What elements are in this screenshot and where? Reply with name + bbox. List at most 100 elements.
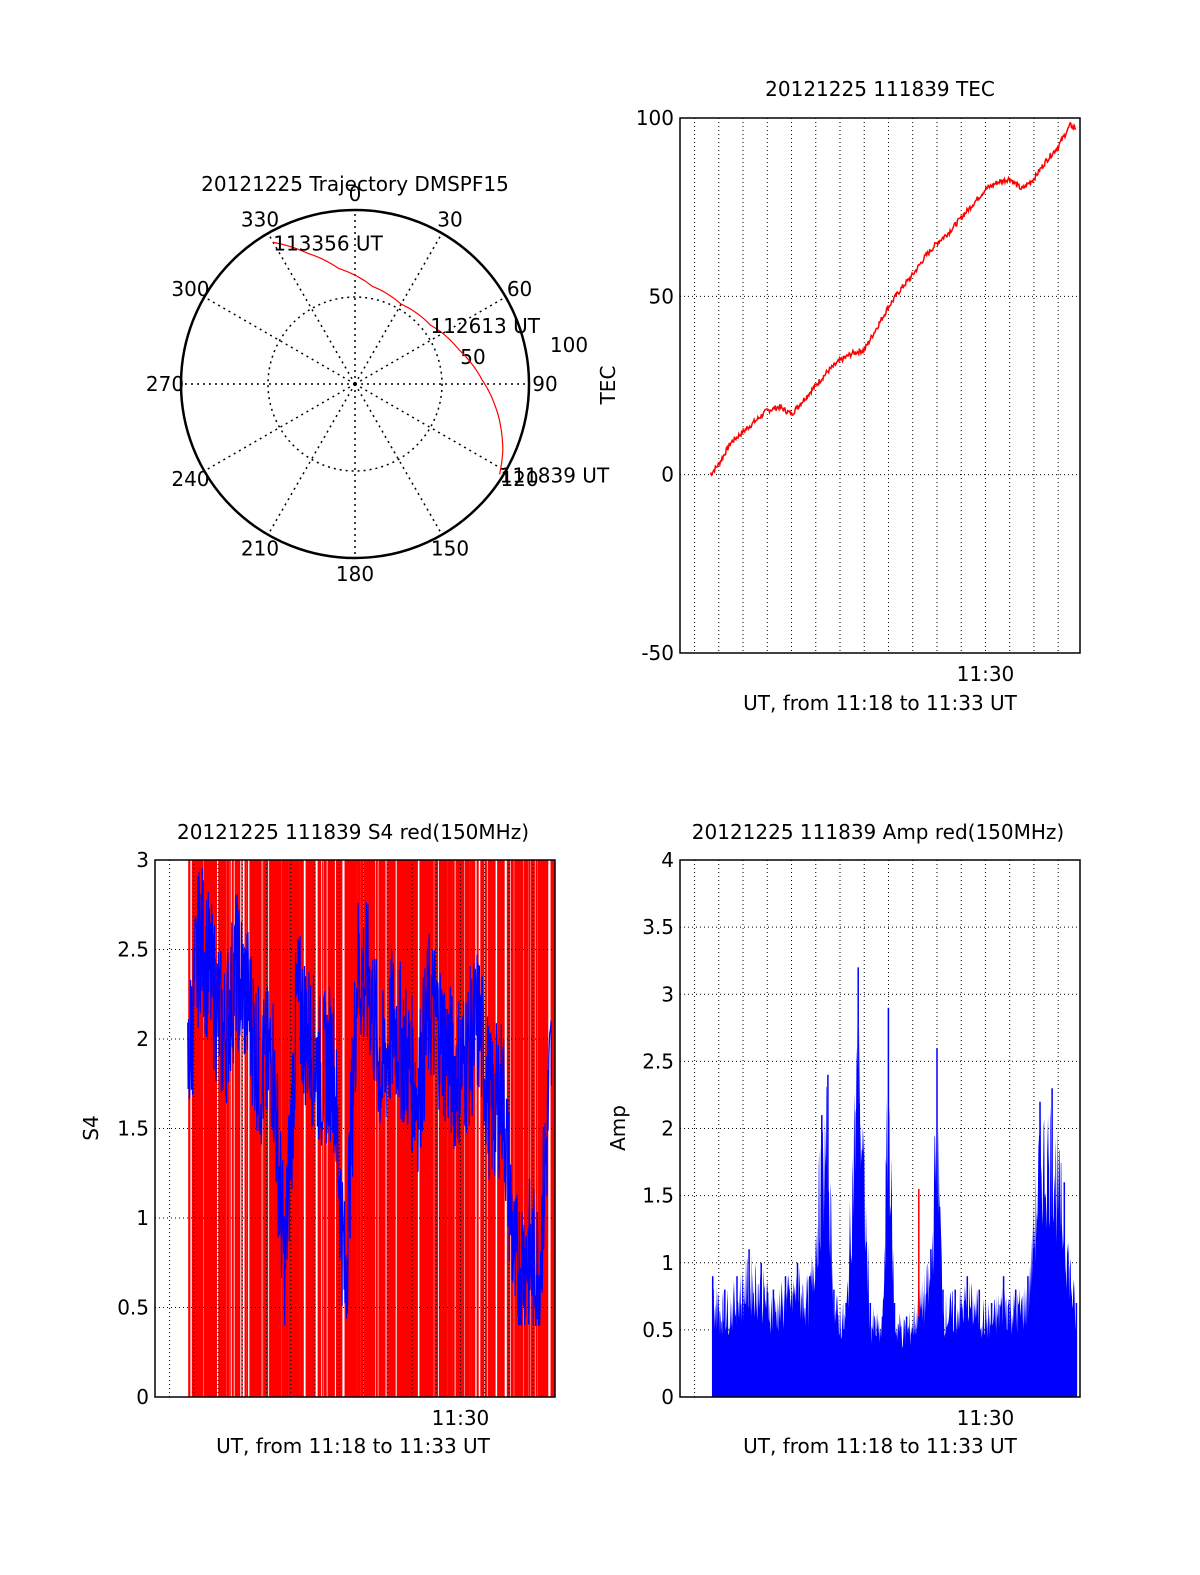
s4-red-bar (399, 860, 404, 1397)
tec-y-tick-label: 50 (649, 284, 674, 308)
s4-red-bar (361, 860, 364, 1397)
s4-red-bar (428, 860, 431, 1397)
s4-y-tick-label: 3 (136, 848, 149, 872)
s4-red-bar (311, 860, 316, 1397)
s4-red-bar (327, 860, 331, 1397)
amp-y-tick-label: 2 (661, 1117, 674, 1141)
tec-x-axis-label: UT, from 11:18 to 11:33 UT (743, 691, 1018, 715)
amp-y-tick-label: 1 (661, 1251, 674, 1275)
s4-red-bar (550, 860, 555, 1397)
s4-red-bar (471, 860, 476, 1397)
amp-y-tick-label: 0.5 (642, 1318, 674, 1342)
trajectory-title: 20121225 Trajectory DMSPF15 (201, 172, 509, 196)
s4-red-bar (436, 860, 438, 1397)
s4-red-bar (355, 860, 358, 1397)
tec-grid (680, 117, 1080, 654)
s4-red-bar (340, 860, 343, 1397)
s4-red-bar (207, 860, 212, 1397)
polar-spoke (354, 383, 507, 472)
s4-title: 20121225 111839 S4 red(150MHz) (177, 820, 529, 844)
tec-x-tick-labels: 11:30 (957, 662, 1015, 686)
tec-y-axis-label: TEC (596, 366, 620, 406)
s4-red-bar (523, 860, 527, 1397)
s4-red-bar (520, 860, 523, 1397)
polar-angle-label: 120 (500, 467, 538, 491)
s4-red-bar (447, 860, 453, 1397)
trajectory-polar-plot: 20121225 Trajectory DMSPF15 0 30 60 90 120 15… (146, 172, 610, 586)
polar-spoke (354, 383, 443, 536)
s4-red-bar (284, 860, 287, 1397)
s4-red-bar (440, 860, 442, 1397)
tec-axes-frame (679, 117, 1081, 654)
s4-red-bar (459, 860, 464, 1397)
polar-angle-label: 330 (241, 207, 279, 231)
polar-inner-ring (267, 296, 443, 472)
s4-red-bar (200, 860, 203, 1397)
tec-series-line (709, 121, 1077, 477)
s4-red-bar (385, 860, 387, 1397)
amp-x-tick-labels: 11:30 (957, 1406, 1015, 1430)
s4-red-bar (528, 860, 531, 1397)
polar-angle-label: 180 (336, 562, 374, 586)
amp-y-tick-label: 3 (661, 982, 674, 1006)
s4-red-bar (476, 860, 479, 1397)
polar-spoke (354, 232, 443, 385)
amp-plot: 20121225 111839 Amp red(150MHz) 0 0.5 1 1.5… (606, 820, 1081, 1458)
polar-angle-label: 60 (507, 277, 532, 301)
s4-red-bar (294, 860, 299, 1397)
polar-outer-ring (179, 208, 531, 560)
s4-red-bar (263, 860, 267, 1397)
s4-red-bar (344, 860, 347, 1397)
s4-red-bar (491, 860, 495, 1397)
s4-red-bar (292, 860, 297, 1397)
s4-x-tick-label: 11:30 (432, 1406, 490, 1430)
s4-plot: 20121225 111839 S4 red(150MHz) 0 0.5 1 1.5 2… (79, 820, 556, 1458)
s4-blue-series (187, 867, 552, 1326)
s4-red-bar (481, 860, 485, 1397)
s4-y-tick-label: 2 (136, 1027, 149, 1051)
s4-red-bar (392, 860, 395, 1397)
s4-red-bar (383, 860, 385, 1397)
s4-x-axis-label: UT, from 11:18 to 11:33 UT (216, 1434, 491, 1458)
s4-red-bar (423, 860, 428, 1397)
s4-red-bar (525, 860, 529, 1397)
polar-spoke (203, 296, 356, 385)
polar-angle-labels: 0 30 60 90 120 150 180 210 240 270 300 330 (146, 182, 558, 586)
s4-red-bar (188, 860, 191, 1397)
s4-red-bar (229, 860, 231, 1397)
s4-red-bar (409, 860, 413, 1397)
amp-x-axis-label: UT, from 11:18 to 11:33 UT (743, 1434, 1018, 1458)
amp-title: 20121225 111839 Amp red(150MHz) (692, 820, 1064, 844)
amp-y-tick-label: 0 (661, 1385, 674, 1409)
s4-red-bar (444, 860, 448, 1397)
s4-red-bar (396, 860, 401, 1397)
s4-red-bar (469, 860, 472, 1397)
s4-red-bar (365, 860, 368, 1397)
s4-red-bar (363, 860, 366, 1397)
s4-red-bar (442, 860, 447, 1397)
amp-y-tick-label: 2.5 (642, 1049, 674, 1073)
tec-y-tick-labels: -50 0 50 100 (636, 106, 674, 665)
tec-title: 20121225 111839 TEC (765, 77, 995, 101)
s4-y-tick-label: 1 (136, 1206, 149, 1230)
s4-red-bar (515, 860, 518, 1397)
amp-y-tick-label: 4 (661, 848, 674, 872)
s4-red-bar (474, 860, 476, 1397)
s4-red-bar (387, 860, 391, 1397)
tec-y-tick-label: -50 (641, 641, 674, 665)
polar-angle-label: 270 (146, 372, 184, 396)
s4-red-bar (231, 860, 234, 1397)
s4-red-bar (255, 860, 261, 1397)
trajectory-annotations: 113356 UT 112613 UT 111839 UT (273, 231, 610, 487)
polar-angle-label: 150 (431, 537, 469, 561)
s4-red-bar (252, 860, 255, 1397)
polar-angle-label: 30 (437, 207, 462, 231)
polar-angle-label: 90 (532, 372, 557, 396)
polar-spoke (203, 383, 356, 472)
trajectory-time-label: 111839 UT (500, 463, 610, 487)
amp-y-tick-label: 3.5 (642, 915, 674, 939)
s4-red-bar (301, 860, 304, 1397)
trajectory-time-label: 113356 UT (273, 231, 383, 255)
s4-red-bar (219, 860, 223, 1397)
